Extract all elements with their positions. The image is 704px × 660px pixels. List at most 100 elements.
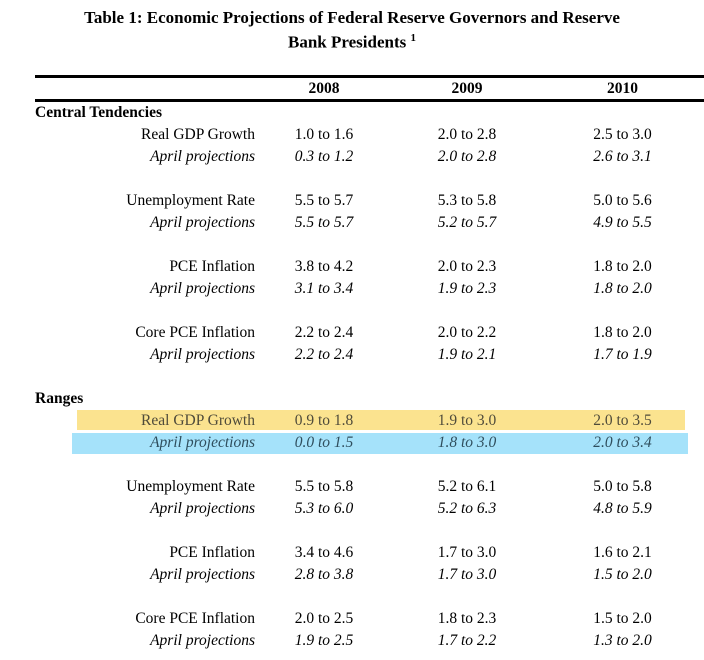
row-label: April projections [150, 565, 255, 583]
table-row: PCE Inflation 3.4 to 4.6 1.7 to 3.0 1.6 to … [35, 542, 704, 564]
value-cell: 1.5 to 2.0 [593, 609, 652, 627]
value-cell: 2.0 to 3.4 [593, 433, 652, 451]
row-spacer [35, 300, 704, 322]
value-cell: 5.5 to 5.7 [294, 191, 354, 209]
value-cell: 2.0 to 2.8 [437, 125, 497, 143]
value-cell: 1.7 to 3.0 [437, 565, 497, 583]
row-spacer [35, 520, 704, 542]
value-cell: 1.9 to 2.5 [294, 631, 354, 649]
row-spacer [35, 454, 704, 476]
row-label: Unemployment Rate [126, 477, 255, 495]
value-cell: 1.8 to 2.0 [593, 257, 652, 275]
value-cell: 4.9 to 5.5 [593, 213, 652, 231]
value-cell: 0.0 to 1.5 [294, 433, 354, 451]
value-cell: 1.7 to 2.2 [437, 631, 497, 649]
row-label: Real GDP Growth [141, 125, 255, 143]
row-label: PCE Inflation [169, 543, 255, 561]
value-cell: 1.7 to 3.0 [437, 543, 497, 561]
table-header-row: 2008 2009 2010 [35, 74, 704, 102]
table-body: Central Tendencies Real GDP Growth 1.0 to … [35, 102, 704, 652]
row-label: April projections [150, 279, 255, 297]
value-cell: 1.8 to 2.3 [437, 609, 497, 627]
year-column-header-2008: 2008 [308, 79, 340, 97]
value-cell: 1.8 to 2.0 [593, 323, 652, 341]
value-cell: 5.0 to 5.8 [593, 477, 652, 495]
table-row: April projections 2.2 to 2.4 1.9 to 2.1 1.7… [35, 344, 704, 366]
value-cell: 2.0 to 2.3 [437, 257, 497, 275]
table-row: PCE Inflation 3.8 to 4.2 2.0 to 2.3 1.8 to … [35, 256, 704, 278]
value-cell: 5.3 to 5.8 [437, 191, 497, 209]
value-cell: 5.2 to 6.3 [437, 499, 497, 517]
row-spacer [35, 366, 704, 388]
value-cell: 2.8 to 3.8 [294, 565, 354, 583]
value-cell: 1.5 to 2.0 [593, 565, 652, 583]
table-row: Core PCE Inflation 2.2 to 2.4 2.0 to 2.2 1.… [35, 322, 704, 344]
row-label: April projections [150, 345, 255, 363]
table-row: Real GDP Growth 0.9 to 1.8 1.9 to 3.0 2.0 t… [35, 409, 704, 432]
value-cell: 0.3 to 1.2 [294, 147, 354, 165]
row-label: April projections [150, 213, 255, 231]
row-label: Core PCE Inflation [135, 609, 255, 627]
title-line-2: Bank Presidents 1 [0, 28, 704, 53]
table-row: April projections 1.9 to 2.5 1.7 to 2.2 1.3… [35, 630, 704, 652]
value-cell: 0.9 to 1.8 [294, 411, 354, 429]
value-cell: 1.8 to 2.0 [593, 279, 652, 297]
row-label: April projections [150, 499, 255, 517]
title-line-1: Table 1: Economic Projections of Federal… [84, 8, 620, 27]
value-cell: 5.5 to 5.7 [294, 213, 354, 231]
title-line-2-text: Bank Presidents [288, 32, 407, 52]
row-spacer [35, 586, 704, 608]
value-cell: 2.0 to 2.8 [437, 147, 497, 165]
table-row: April projections 0.0 to 1.5 1.8 to 3.0 2.0… [35, 432, 704, 454]
section-name: Central Tendencies [35, 103, 163, 121]
row-spacer [35, 234, 704, 256]
value-cell: 1.9 to 3.0 [437, 411, 497, 429]
value-cell: 3.4 to 4.6 [294, 543, 354, 561]
value-cell: 1.3 to 2.0 [593, 631, 652, 649]
table-row: Unemployment Rate 5.5 to 5.7 5.3 to 5.8 5.0… [35, 190, 704, 212]
row-label: April projections [150, 147, 255, 165]
value-cell: 2.0 to 2.5 [294, 609, 354, 627]
row-label: Unemployment Rate [126, 191, 255, 209]
value-cell: 1.0 to 1.6 [294, 125, 354, 143]
value-cell: 3.8 to 4.2 [294, 257, 354, 275]
section-name: Ranges [35, 389, 84, 407]
value-cell: 2.2 to 2.4 [294, 345, 354, 363]
value-cell: 4.8 to 5.9 [593, 499, 652, 517]
value-cell: 5.3 to 6.0 [294, 499, 354, 517]
table-title: Table 1: Economic Projections of Federal… [0, 0, 704, 53]
row-spacer [35, 168, 704, 190]
value-cell: 1.9 to 2.1 [437, 345, 497, 363]
table-row: April projections 5.5 to 5.7 5.2 to 5.7 4.9… [35, 212, 704, 234]
section-header: Central Tendencies [35, 102, 704, 124]
projections-table: 2008 2009 2010 Central Tendencies Real GD… [35, 74, 704, 652]
row-label: Core PCE Inflation [135, 323, 255, 341]
row-label: Real GDP Growth [141, 411, 255, 429]
value-cell: 1.7 to 1.9 [593, 345, 652, 363]
section-header: Ranges [35, 388, 704, 410]
value-cell: 2.0 to 3.5 [593, 411, 652, 429]
value-cell: 5.0 to 5.6 [593, 191, 652, 209]
row-label: April projections [150, 631, 255, 649]
value-cell: 1.8 to 3.0 [437, 433, 497, 451]
year-column-header-2009: 2009 [451, 79, 483, 97]
value-cell: 2.5 to 3.0 [593, 125, 652, 143]
year-column-header-2010: 2010 [607, 79, 638, 97]
value-cell: 2.0 to 2.2 [437, 323, 497, 341]
row-label: PCE Inflation [169, 257, 255, 275]
value-cell: 1.9 to 2.3 [437, 279, 497, 297]
value-cell: 2.2 to 2.4 [294, 323, 354, 341]
value-cell: 5.2 to 6.1 [437, 477, 497, 495]
value-cell: 5.2 to 5.7 [437, 213, 497, 231]
value-cell: 5.5 to 5.8 [294, 477, 354, 495]
table-row: April projections 5.3 to 6.0 5.2 to 6.3 4.8… [35, 498, 704, 520]
value-cell: 1.6 to 2.1 [593, 543, 652, 561]
table-row: Core PCE Inflation 2.0 to 2.5 1.8 to 2.3 1.… [35, 608, 704, 630]
row-label: April projections [150, 433, 255, 451]
table-row: Real GDP Growth 1.0 to 1.6 2.0 to 2.8 2.5 t… [35, 124, 704, 146]
table-row: April projections 0.3 to 1.2 2.0 to 2.8 2.6… [35, 146, 704, 168]
value-cell: 3.1 to 3.4 [294, 279, 354, 297]
table-row: April projections 2.8 to 3.8 1.7 to 3.0 1.5… [35, 564, 704, 586]
empty-header-cell [35, 78, 255, 99]
